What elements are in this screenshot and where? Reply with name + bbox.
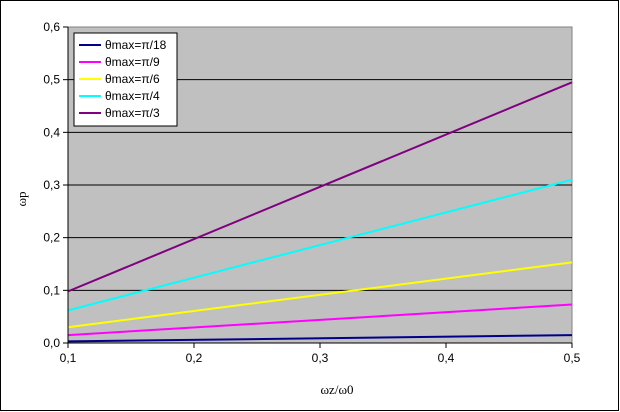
y-axis-label: ωp: [14, 191, 29, 206]
x-tick-label: 0,4: [438, 351, 455, 365]
y-tick-label: 0,2: [43, 231, 60, 245]
x-tick-label: 0,2: [186, 351, 203, 365]
series-line-2: [67, 303, 573, 337]
legend-entry: θmax=π/4: [105, 89, 160, 103]
gridlines: [63, 26, 573, 348]
x-tick-labels: 0,1 0,2 0,3 0,4 0,5: [60, 351, 581, 365]
series-line-4: [67, 178, 573, 312]
legend: θmax=π/18 θmax=π/9 θmax=π/6 θmax=π/4 θmax=π/…: [73, 32, 178, 127]
y-tick-label: 0,1: [43, 283, 60, 297]
legend-entry: θmax=π/9: [105, 55, 160, 69]
legend-entry: θmax=π/6: [105, 72, 160, 86]
y-tick-label: 0,6: [43, 20, 60, 34]
series-line-5: [67, 81, 573, 293]
legend-entry: θmax=π/3: [105, 106, 160, 120]
axes: [67, 27, 572, 344]
y-tick-label: 0,4: [43, 125, 60, 139]
y-tick-label: 0,3: [43, 178, 60, 192]
series-layer: [67, 81, 573, 343]
legend-entry: θmax=π/18: [105, 38, 167, 52]
series-line-3: [67, 261, 573, 329]
series-line-1: [67, 334, 573, 343]
x-axis-label: ωz/ω0: [321, 382, 354, 397]
x-tick-label: 0,1: [60, 351, 77, 365]
x-tick-label: 0,3: [312, 351, 329, 365]
y-tick-label: 0,0: [43, 336, 60, 350]
x-tick-label: 0,5: [564, 351, 581, 365]
y-tick-label: 0,5: [43, 73, 60, 87]
y-tick-labels: 0,0 0,1 0,2 0,3 0,4 0,5 0,6: [43, 20, 60, 350]
